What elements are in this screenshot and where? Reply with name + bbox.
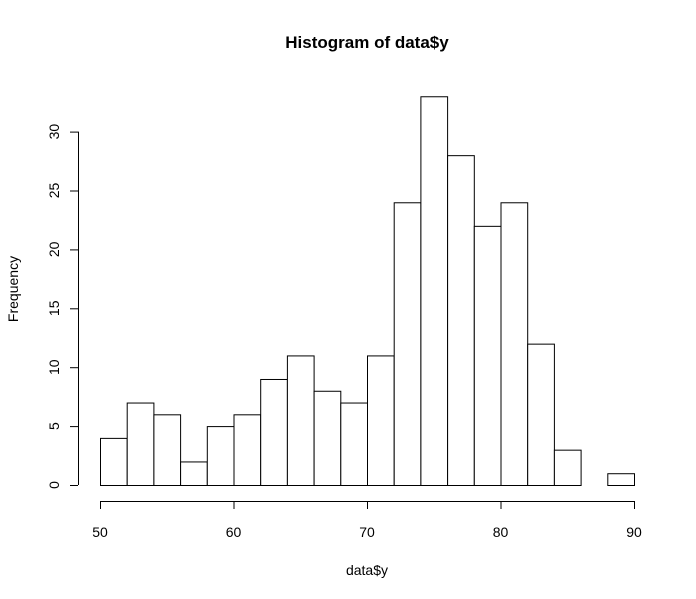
- y-axis: 0 5 10 15 20 25 30: [46, 124, 79, 489]
- histogram-bar: [126, 402, 155, 487]
- y-tick-label: 30: [46, 124, 62, 140]
- y-tick-label: 10: [46, 359, 62, 375]
- histogram-bar: [286, 355, 315, 487]
- histogram-bar: [313, 390, 342, 487]
- y-tick-label: 0: [46, 481, 62, 489]
- x-tick-label: 70: [359, 524, 375, 540]
- histogram-bar: [420, 96, 449, 486]
- histogram-bar: [100, 437, 128, 487]
- histogram-bar: [260, 378, 288, 487]
- bars-group: [100, 96, 635, 487]
- chart-title: Histogram of data$y: [285, 33, 449, 52]
- x-tick-label: 50: [92, 524, 108, 540]
- histogram-bar: [473, 225, 502, 486]
- histogram-bar: [553, 449, 582, 487]
- histogram-bar: [500, 202, 529, 486]
- x-axis-label: data$y: [346, 562, 388, 578]
- histogram-bar: [180, 461, 208, 487]
- x-axis: 50 60 70 80 90: [92, 501, 642, 540]
- x-tick-label: 60: [226, 524, 242, 540]
- histogram-bar: [393, 202, 422, 486]
- histogram-bar: [153, 414, 182, 487]
- y-tick-label: 5: [46, 422, 62, 430]
- histogram-bar: [340, 402, 368, 487]
- x-tick-label: 80: [493, 524, 509, 540]
- histogram-bar: [367, 355, 395, 487]
- histogram-bar: [447, 155, 475, 486]
- histogram-bar: [607, 473, 635, 487]
- histogram-bar: [206, 426, 235, 487]
- y-axis-label: Frequency: [5, 256, 21, 322]
- histogram-bar: [527, 343, 555, 487]
- y-tick-label: 25: [46, 183, 62, 199]
- y-tick-label: 20: [46, 241, 62, 257]
- x-tick-label: 90: [626, 524, 642, 540]
- histogram-bar: [233, 414, 262, 487]
- y-tick-label: 15: [46, 300, 62, 316]
